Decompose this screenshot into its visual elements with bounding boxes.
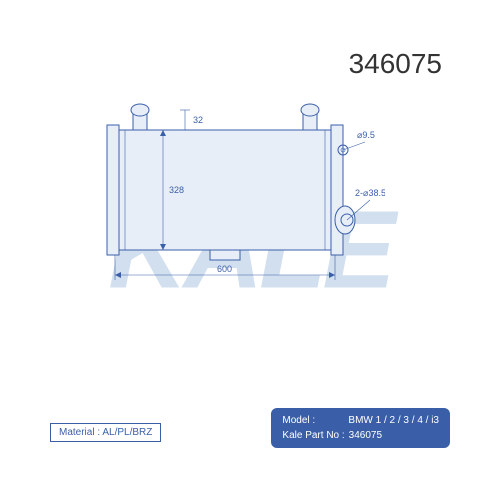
model-value: BMW 1 / 2 / 3 / 4 / i3: [348, 413, 439, 428]
dim-top-offset: 32: [180, 110, 203, 130]
model-label: Model :: [282, 413, 344, 428]
lower-port: [335, 206, 355, 234]
svg-text:328: 328: [169, 185, 184, 195]
svg-text:600: 600: [217, 264, 232, 274]
radiator-body: [115, 130, 335, 250]
top-right-connector: [301, 104, 319, 130]
part-number: 346075: [349, 48, 442, 80]
technical-drawing: 32 328 600 ⌀9.5 2-⌀38.5: [85, 90, 385, 300]
callout-port-dia: 2-⌀38.5: [347, 188, 385, 220]
callout-hole-dia: ⌀9.5: [343, 130, 375, 150]
right-tank: [331, 125, 343, 255]
part-row: Kale Part No : 346075: [282, 428, 439, 443]
left-tank: [107, 125, 119, 255]
svg-text:⌀9.5: ⌀9.5: [357, 130, 375, 140]
bottom-bracket: [210, 250, 240, 260]
info-box: Model : BMW 1 / 2 / 3 / 4 / i3 Kale Part…: [271, 408, 450, 448]
model-row: Model : BMW 1 / 2 / 3 / 4 / i3: [282, 413, 439, 428]
top-left-connector: [131, 104, 149, 130]
material-value: AL/PL/BRZ: [102, 427, 152, 438]
svg-text:2-⌀38.5: 2-⌀38.5: [355, 188, 385, 198]
part-value: 346075: [349, 428, 382, 443]
svg-text:32: 32: [193, 115, 203, 125]
part-label: Kale Part No :: [282, 428, 344, 443]
material-box: Material : AL/PL/BRZ: [50, 423, 161, 442]
material-label: Material :: [59, 427, 100, 438]
